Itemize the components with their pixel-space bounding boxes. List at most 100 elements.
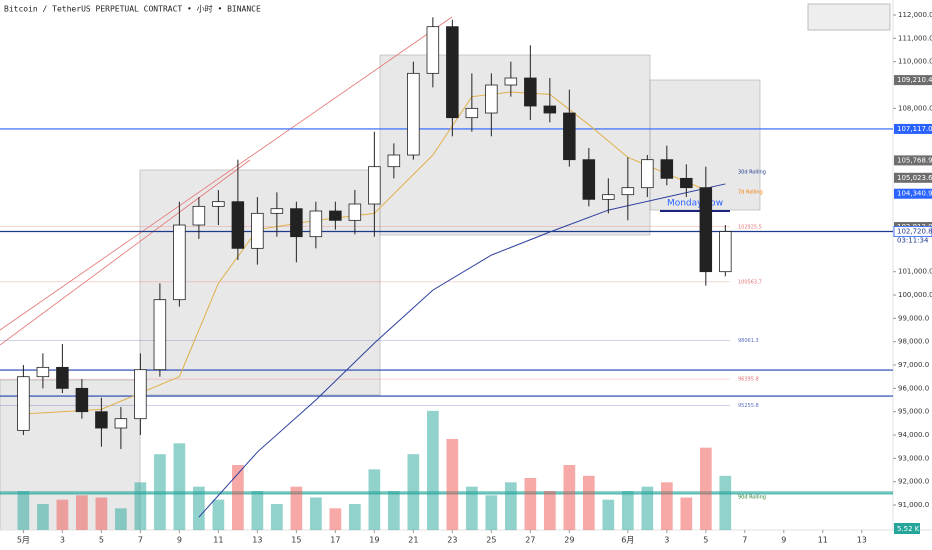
volume-bar	[232, 465, 244, 530]
price-label: 102,720.8	[897, 228, 932, 236]
trend-line	[0, 159, 251, 346]
volume-bar	[212, 499, 225, 530]
y-tick-label: 92,000.0	[898, 478, 929, 486]
candle-body	[212, 201, 225, 207]
price-label-box	[894, 75, 932, 86]
x-tick-label: 25	[486, 536, 496, 545]
volume-bar	[621, 491, 634, 530]
volume-bar	[290, 486, 303, 530]
annotation: 7d Rolling	[738, 190, 763, 196]
volume-bar	[641, 486, 654, 530]
candle-body	[407, 72, 420, 156]
candle-body	[56, 366, 69, 389]
price-label: 105,768.9	[897, 156, 932, 164]
volume-bar	[76, 495, 88, 530]
y-tick-label: 110,000.0	[898, 58, 932, 66]
volume-bar	[388, 491, 400, 530]
x-tick-label: 23	[447, 536, 457, 545]
candle-body	[719, 231, 732, 273]
x-tick-label: 27	[525, 536, 535, 545]
monday-low-label: Monday Low	[667, 199, 723, 209]
chart-title: Bitcoin / TetherUS PERPETUAL CONTRACT • …	[4, 4, 261, 14]
price-label: 107,117.0	[897, 125, 932, 133]
x-tick-label: 21	[408, 536, 418, 545]
candle-body	[290, 208, 303, 238]
x-tick-label: 29	[564, 536, 574, 545]
x-tick-label: 7	[138, 536, 143, 545]
volume-bar	[17, 491, 30, 530]
volume-bar	[563, 465, 576, 530]
price-label-box	[894, 123, 932, 134]
range-box	[139, 169, 381, 396]
level-mark-label: 96395.8	[738, 377, 759, 383]
price-label-box	[894, 155, 932, 166]
y-tick-label: 95,000.0	[898, 408, 929, 416]
volume-bar	[271, 504, 283, 530]
x-tick-label: 5	[703, 536, 708, 545]
candle-body	[368, 166, 381, 205]
trend-line	[0, 16, 453, 331]
volume-bar	[56, 499, 69, 530]
price-label-box	[894, 172, 932, 183]
candle-body	[680, 177, 693, 189]
x-tick-label: 9	[177, 536, 182, 545]
y-tick-label: 100,000.0	[898, 291, 932, 299]
volume-bar	[134, 482, 147, 530]
volume-bar	[251, 491, 264, 530]
volume-label-box	[894, 523, 920, 534]
volume-bar	[524, 478, 537, 530]
candle-body	[270, 208, 284, 214]
candle-body	[543, 105, 557, 114]
candle-body	[348, 203, 362, 221]
candle-body	[309, 210, 323, 238]
volume-label: 5.52 K	[897, 525, 920, 533]
x-tick-label: 17	[330, 536, 340, 545]
x-tick-label: 6月	[621, 536, 634, 545]
candle-body	[641, 159, 654, 189]
x-tick-label: 9	[781, 536, 786, 545]
candle-body	[95, 411, 108, 429]
y-tick-label: 111,000.0	[898, 34, 932, 42]
volume-bar	[349, 504, 361, 530]
candle-body	[524, 77, 537, 107]
candle-body	[465, 107, 479, 119]
y-tick-label: 97,000.0	[898, 361, 929, 369]
candle-body	[114, 418, 128, 429]
candle-body	[504, 77, 518, 86]
x-tick-label: 11	[818, 536, 828, 545]
candle-body	[153, 299, 167, 371]
volume-bar	[368, 469, 381, 530]
y-tick-label: 94,000.0	[898, 431, 929, 439]
volume-bar	[173, 443, 186, 530]
x-tick-label: 3	[60, 536, 65, 545]
y-tick-label: 101,000.0	[898, 268, 932, 276]
y-tick-label: 99,000.0	[898, 314, 929, 322]
x-tick-label: 7	[742, 536, 747, 545]
volume-bar	[543, 491, 556, 530]
candle-body	[621, 187, 635, 196]
candle-body	[563, 112, 576, 161]
price-label-box	[893, 226, 932, 237]
price-label: 109,210.4	[897, 76, 932, 84]
volume-bar	[582, 475, 595, 530]
x-tick-label: 13	[857, 536, 867, 545]
x-tick-label: 13	[252, 536, 262, 545]
y-tick-label: 93,000.0	[898, 454, 929, 462]
level-mark-label: 100563.7	[738, 279, 762, 285]
volume-bar	[310, 497, 322, 530]
countdown: 03:11:34	[897, 237, 929, 245]
legend-box	[807, 3, 891, 31]
volume-bar	[446, 439, 459, 530]
candle-body	[329, 210, 342, 221]
candle-body	[17, 376, 30, 431]
level-mark-label: 102925.5	[738, 224, 762, 230]
volume-bar	[699, 447, 712, 530]
volume-bar	[485, 495, 498, 530]
price-label-box	[894, 188, 932, 199]
volume-bar	[37, 504, 49, 530]
x-tick-label: 19	[369, 536, 379, 545]
candle-body	[251, 212, 264, 249]
candle-body	[582, 159, 596, 200]
volume-bar	[504, 482, 517, 530]
